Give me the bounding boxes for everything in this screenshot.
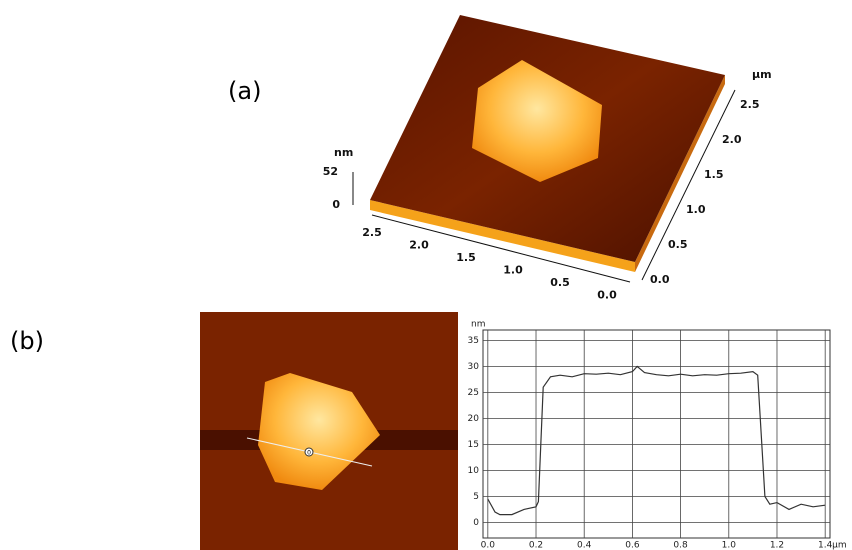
x-tick-label: 0.0: [481, 541, 496, 550]
y-tick-label: 0: [473, 518, 479, 528]
x-tick-label: 0.4: [577, 541, 592, 550]
side-tick-label: 2.5: [740, 98, 760, 111]
x-tick-label: 1.2: [770, 541, 784, 550]
z-tick-label: 52: [323, 165, 338, 178]
y-axis-label: nm: [471, 320, 485, 330]
x-tick-label: 0.2: [529, 541, 543, 550]
y-tick-label: 15: [468, 440, 479, 450]
side-tick-label: 1.0: [686, 203, 706, 216]
panel-label: (b): [10, 327, 44, 355]
z-unit: nm: [334, 146, 353, 159]
z-tick-label: 0: [332, 198, 340, 211]
marker-label: 0: [307, 450, 311, 457]
front-tick-label: 1.5: [456, 251, 476, 264]
front-tick-label: 0.0: [597, 289, 617, 302]
front-tick-label: 0.5: [550, 276, 570, 289]
panel-label: (a): [228, 77, 261, 105]
y-tick-label: 20: [468, 414, 480, 424]
x-tick-label: 0.6: [625, 541, 640, 550]
y-tick-label: 25: [468, 388, 479, 398]
front-tick-label: 2.0: [409, 239, 429, 252]
y-tick-label: 10: [468, 466, 480, 476]
side-tick-label: 2.0: [722, 133, 742, 146]
side-tick-label: 0.5: [668, 238, 688, 251]
y-tick-label: 5: [473, 492, 479, 502]
side-tick-label: 1.5: [704, 168, 724, 181]
x-tick-label: 1.0: [722, 541, 737, 550]
y-tick-label: 35: [468, 336, 479, 346]
x-tick-label: 0.8: [673, 541, 688, 550]
figure: (a) (b) nm µm 0 5202.52.01.51.00.50.00.0…: [0, 0, 852, 550]
front-tick-label: 2.5: [362, 226, 382, 239]
x-axis-label: µm: [832, 541, 847, 550]
side-tick-label: 0.0: [650, 273, 670, 286]
side-unit: µm: [752, 68, 772, 81]
y-tick-label: 30: [468, 362, 480, 372]
x-tick-label: 1.4: [818, 541, 833, 550]
front-tick-label: 1.0: [503, 264, 523, 277]
